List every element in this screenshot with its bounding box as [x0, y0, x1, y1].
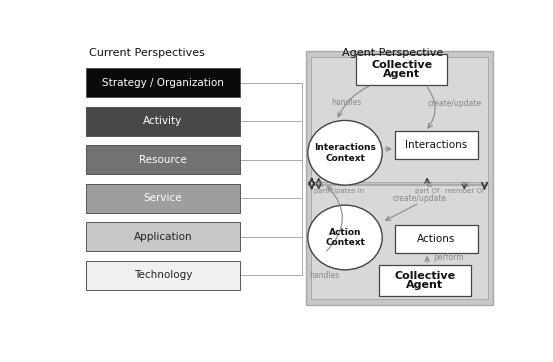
Text: Application: Application — [134, 232, 192, 242]
Text: Collective: Collective — [394, 271, 456, 281]
Bar — [86, 184, 239, 213]
Bar — [86, 145, 239, 174]
Bar — [305, 51, 493, 305]
Text: create/update: create/update — [428, 99, 482, 108]
Text: Agent: Agent — [383, 69, 420, 79]
Text: Agent: Agent — [406, 280, 444, 290]
Text: member Of: member Of — [445, 188, 484, 194]
Bar — [395, 131, 478, 159]
Bar — [86, 68, 239, 97]
Text: Interactions: Interactions — [405, 140, 468, 150]
Text: handles: handles — [331, 98, 362, 107]
Bar — [379, 265, 471, 296]
Text: Strategy / Organization: Strategy / Organization — [102, 78, 224, 88]
Text: ☜: ☜ — [423, 180, 431, 190]
Text: perform: perform — [434, 253, 464, 262]
Text: part Of: part Of — [415, 188, 440, 194]
Text: Action: Action — [329, 228, 361, 237]
Text: Context: Context — [325, 154, 365, 163]
Text: Interactions: Interactions — [314, 143, 376, 152]
Bar — [395, 225, 478, 253]
Bar — [86, 261, 239, 290]
Text: ☜: ☜ — [460, 180, 469, 190]
Text: ☜: ☜ — [314, 180, 323, 190]
Ellipse shape — [308, 121, 382, 185]
Text: Context: Context — [325, 238, 365, 247]
Text: create/update: create/update — [393, 194, 446, 203]
Text: handles: handles — [310, 272, 340, 281]
Text: Actions: Actions — [418, 234, 456, 244]
Bar — [311, 57, 488, 182]
Text: Agent Perspective: Agent Perspective — [342, 48, 444, 58]
Text: Current Perspectives: Current Perspectives — [88, 48, 205, 58]
Bar — [86, 106, 239, 136]
Text: Activity: Activity — [143, 116, 182, 126]
Text: Service: Service — [144, 193, 182, 203]
Ellipse shape — [308, 205, 382, 270]
Text: participates In: participates In — [314, 188, 364, 194]
Bar — [86, 222, 239, 251]
Text: Technology: Technology — [134, 270, 192, 280]
Text: Resource: Resource — [139, 155, 187, 165]
Bar — [356, 54, 447, 85]
Text: Collective: Collective — [371, 60, 432, 70]
Bar — [311, 185, 488, 299]
